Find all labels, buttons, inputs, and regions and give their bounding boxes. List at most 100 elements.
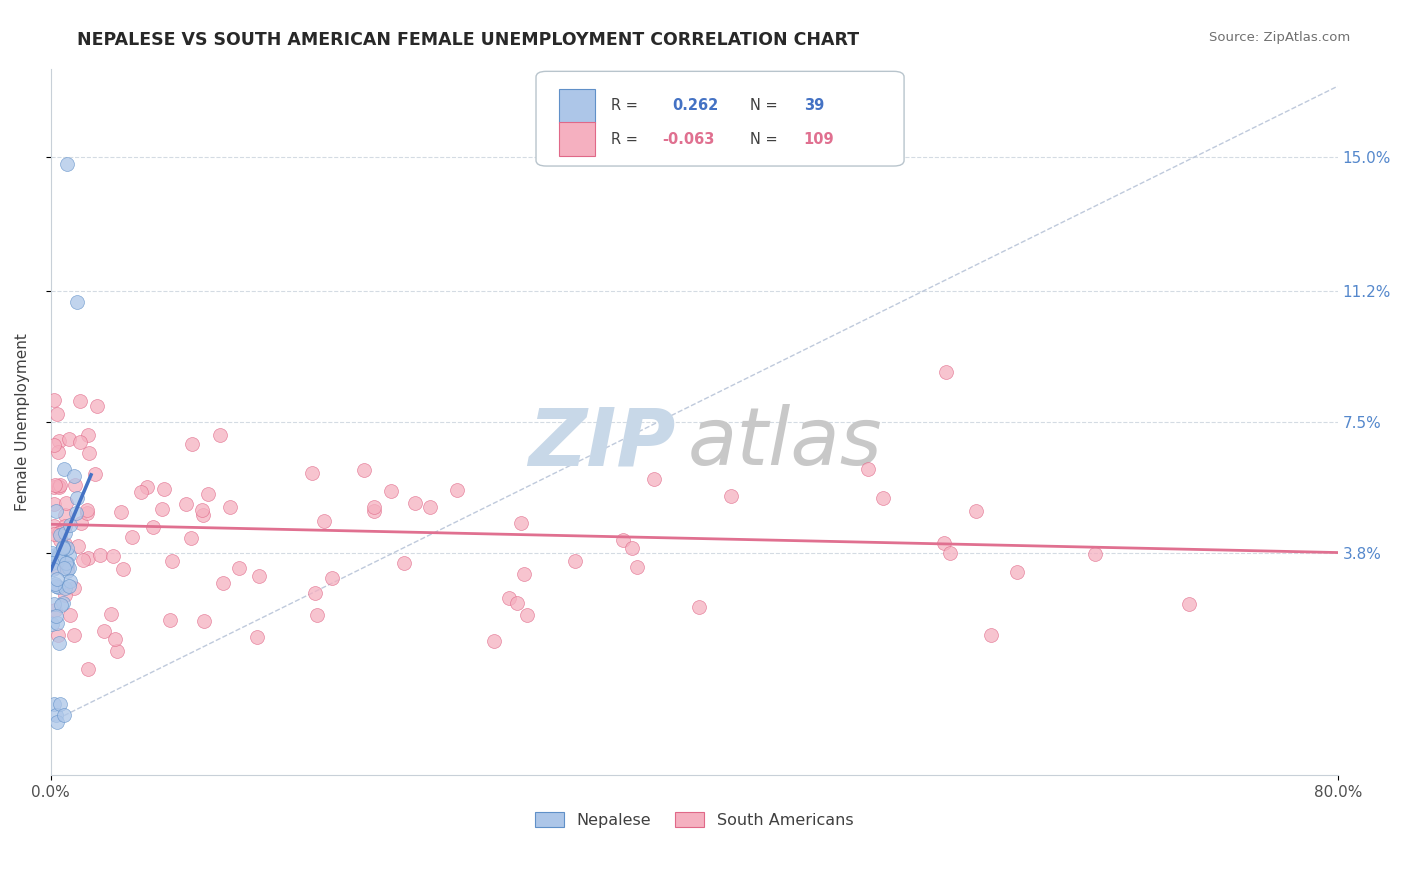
Point bbox=[45, 579, 67, 593]
Point bbox=[46, 572, 69, 586]
Point bbox=[105, 643, 128, 657]
Point bbox=[52, 540, 75, 554]
Point bbox=[45, 407, 67, 421]
Point bbox=[69, 394, 91, 409]
Point bbox=[856, 461, 879, 475]
Point bbox=[48, 480, 70, 494]
Point bbox=[59, 607, 82, 622]
Point bbox=[63, 469, 86, 483]
Point bbox=[63, 628, 86, 642]
Text: 0.262: 0.262 bbox=[672, 98, 718, 113]
Point bbox=[48, 526, 70, 541]
Point bbox=[516, 608, 538, 623]
Point bbox=[104, 632, 127, 646]
Point bbox=[191, 508, 214, 522]
Point bbox=[49, 477, 72, 491]
Point bbox=[211, 576, 233, 591]
Point bbox=[304, 586, 326, 600]
Point bbox=[76, 428, 98, 442]
Point bbox=[72, 553, 94, 567]
Point bbox=[49, 544, 72, 558]
Point bbox=[53, 462, 76, 476]
Point bbox=[55, 537, 77, 551]
Point bbox=[1007, 565, 1029, 579]
Point bbox=[419, 500, 441, 514]
Point bbox=[52, 541, 75, 555]
Point bbox=[53, 581, 76, 595]
Point bbox=[209, 428, 232, 442]
Point bbox=[58, 579, 80, 593]
Point bbox=[197, 487, 219, 501]
Point bbox=[77, 446, 100, 460]
Point bbox=[363, 500, 385, 515]
Point bbox=[1084, 547, 1107, 561]
Point bbox=[55, 518, 77, 533]
Point bbox=[228, 561, 250, 575]
Point bbox=[52, 541, 75, 555]
Point bbox=[193, 614, 215, 628]
Point bbox=[307, 607, 329, 622]
Point bbox=[65, 506, 87, 520]
Point bbox=[872, 491, 894, 506]
Point bbox=[136, 480, 159, 494]
Point bbox=[380, 483, 402, 498]
Point bbox=[42, 438, 65, 452]
Point bbox=[49, 528, 72, 542]
Point bbox=[218, 500, 240, 514]
Point bbox=[89, 548, 111, 562]
Point bbox=[394, 557, 416, 571]
Point bbox=[110, 505, 132, 519]
Point bbox=[67, 539, 90, 553]
Text: ZIP: ZIP bbox=[527, 404, 675, 482]
Point bbox=[100, 607, 122, 621]
Point bbox=[41, 546, 63, 560]
Point bbox=[53, 588, 76, 602]
Point bbox=[48, 533, 70, 547]
Point bbox=[246, 631, 269, 645]
Point bbox=[321, 571, 343, 585]
Point bbox=[42, 527, 65, 541]
Point bbox=[965, 504, 987, 518]
Point bbox=[621, 541, 644, 555]
Point bbox=[46, 551, 69, 566]
Point bbox=[77, 662, 100, 676]
Y-axis label: Female Unemployment: Female Unemployment bbox=[15, 333, 30, 511]
Text: N =: N = bbox=[749, 132, 778, 146]
Point bbox=[48, 636, 70, 650]
Point bbox=[42, 597, 65, 611]
Point bbox=[42, 497, 65, 511]
Text: 39: 39 bbox=[804, 98, 824, 113]
Text: NEPALESE VS SOUTH AMERICAN FEMALE UNEMPLOYMENT CORRELATION CHART: NEPALESE VS SOUTH AMERICAN FEMALE UNEMPL… bbox=[77, 31, 859, 49]
Text: R =: R = bbox=[610, 98, 637, 113]
Point bbox=[76, 506, 98, 520]
Point bbox=[1177, 598, 1199, 612]
Text: 109: 109 bbox=[804, 132, 834, 146]
Point bbox=[41, 617, 63, 632]
Point bbox=[626, 560, 648, 574]
Point bbox=[55, 556, 77, 570]
Point bbox=[65, 294, 87, 309]
Point bbox=[482, 634, 505, 648]
Point bbox=[46, 479, 69, 493]
Point bbox=[65, 477, 87, 491]
Point bbox=[48, 434, 70, 449]
Point bbox=[51, 598, 73, 612]
Point bbox=[180, 531, 202, 545]
Text: Source: ZipAtlas.com: Source: ZipAtlas.com bbox=[1209, 31, 1350, 45]
Point bbox=[939, 546, 962, 560]
Point bbox=[44, 603, 66, 617]
Point bbox=[44, 576, 66, 591]
Point bbox=[498, 591, 520, 605]
Point bbox=[314, 514, 336, 528]
Point bbox=[76, 503, 98, 517]
Point bbox=[150, 502, 173, 516]
Point bbox=[46, 580, 69, 594]
Point bbox=[42, 562, 65, 576]
Point bbox=[142, 520, 165, 534]
Point bbox=[76, 551, 98, 566]
Point bbox=[111, 562, 134, 576]
Text: N =: N = bbox=[749, 98, 778, 113]
Point bbox=[52, 708, 75, 723]
Point bbox=[86, 399, 108, 413]
Point bbox=[62, 582, 84, 596]
